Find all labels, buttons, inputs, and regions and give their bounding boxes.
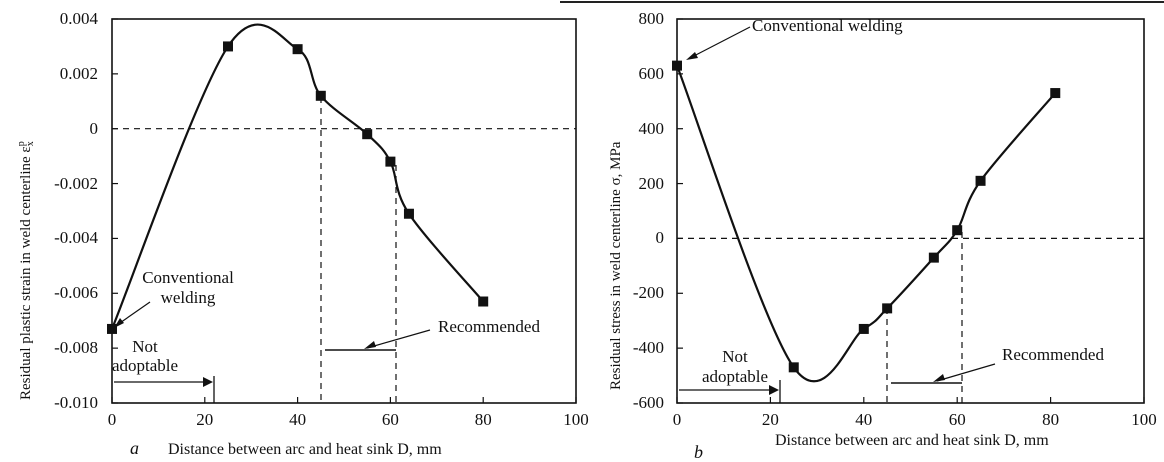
not-adoptable-arrowhead-a <box>203 377 213 387</box>
recommended-pointer-a <box>366 329 431 349</box>
data-point-b <box>928 252 939 263</box>
data-point-b <box>1050 88 1061 99</box>
y-axis-label-b: Residual stress in weld centerline σ, MP… <box>608 141 624 390</box>
ytick-label-b: 0 <box>656 228 665 247</box>
data-point-b <box>788 362 799 373</box>
data-point-b <box>858 323 869 334</box>
xtick-label-a: 60 <box>382 410 399 429</box>
ytick-label-b: 800 <box>639 9 665 28</box>
ytick-label-a: -0.002 <box>54 174 98 193</box>
y-axis-label-a-sub: x <box>25 141 36 146</box>
not-adoptable-line1-b: Not <box>722 347 748 366</box>
conventional-label-b: Conventional welding <box>752 16 903 35</box>
conventional-pointer-b <box>689 26 751 59</box>
ytick-label-a: -0.010 <box>54 393 98 412</box>
xtick-label-b: 60 <box>949 410 966 429</box>
ytick-label-b: 600 <box>639 64 665 83</box>
data-point-b <box>975 175 986 186</box>
recommended-label-b: Recommended <box>1002 345 1104 364</box>
panel-b: 800 600 400 200 0 -200 -400 -600 0 20 40… <box>608 9 1157 462</box>
data-point-a <box>223 41 233 52</box>
xtick-label-b: 20 <box>762 410 779 429</box>
data-point-b <box>952 225 963 236</box>
series-line-b <box>675 65 1057 383</box>
data-point-b <box>672 60 682 71</box>
xtick-label-b: 80 <box>1042 410 1059 429</box>
xtick-label-b: 40 <box>855 410 872 429</box>
ytick-label-b: 400 <box>639 119 665 138</box>
conventional-label-line2-a: welding <box>161 288 216 307</box>
ticks-b <box>676 18 1145 404</box>
markers-b <box>672 60 1061 373</box>
ytick-label-b: -200 <box>633 283 664 302</box>
panel-a: 0.004 0.002 0 -0.002 -0.004 -0.006 -0.00… <box>16 9 589 458</box>
ytick-label-a: 0.002 <box>60 64 98 83</box>
plot-frame-b <box>676 18 1145 404</box>
recommended-pointer-head-b <box>933 374 945 382</box>
ytick-label-b: 200 <box>639 174 665 193</box>
data-point-a <box>403 208 414 219</box>
markers-a <box>107 41 489 334</box>
data-point-a <box>385 156 396 167</box>
x-axis-label-a: Distance between arc and heat sink D, mm <box>168 441 442 458</box>
xtick-label-a: 40 <box>289 410 306 429</box>
ytick-label-b: -400 <box>633 338 664 357</box>
y-axis-label-a: Residual plastic strain in weld centerli… <box>16 141 36 400</box>
data-point-a <box>315 90 326 101</box>
data-point-a <box>292 44 303 55</box>
not-adoptable-line2-b: adoptable <box>702 367 768 386</box>
panel-label-a: a <box>130 438 139 458</box>
xtick-label-b: 0 <box>673 410 682 429</box>
ytick-label-a: 0 <box>90 119 99 138</box>
ytick-label-b: -600 <box>633 393 664 412</box>
y-axis-label-a-main: Residual plastic strain in weld centerli… <box>18 146 34 400</box>
data-point-a <box>362 129 373 140</box>
not-adoptable-arrowhead-b <box>769 385 779 395</box>
xtick-label-a: 0 <box>108 410 117 429</box>
ytick-label-a: -0.008 <box>54 338 98 357</box>
data-point-a <box>478 296 489 307</box>
x-axis-label-b: Distance between arc and heat sink D, mm <box>775 432 1049 449</box>
plot-frame-a <box>111 18 577 404</box>
ytick-label-a: 0.004 <box>60 9 99 28</box>
ticks-a <box>111 18 577 404</box>
not-adoptable-line2-a: adoptable <box>112 356 178 375</box>
xtick-label-a: 20 <box>196 410 213 429</box>
xtick-label-a: 80 <box>475 410 492 429</box>
ytick-label-a: -0.006 <box>54 283 98 302</box>
conventional-label-line1-a: Conventional <box>142 268 234 287</box>
conventional-pointer-head-b <box>686 52 698 60</box>
recommended-pointer-b <box>936 363 996 382</box>
recommended-label-a: Recommended <box>438 317 540 336</box>
data-point-b <box>882 303 893 314</box>
y-axis-label-a-sup: p <box>16 141 27 146</box>
xtick-label-a: 100 <box>563 410 589 429</box>
recommended-pointer-head-a <box>364 341 376 349</box>
ytick-label-a: -0.004 <box>54 228 98 247</box>
panel-label-b: b <box>694 442 703 462</box>
xtick-label-b: 100 <box>1131 410 1157 429</box>
data-point-a <box>107 323 117 334</box>
not-adoptable-line1-a: Not <box>132 337 158 356</box>
